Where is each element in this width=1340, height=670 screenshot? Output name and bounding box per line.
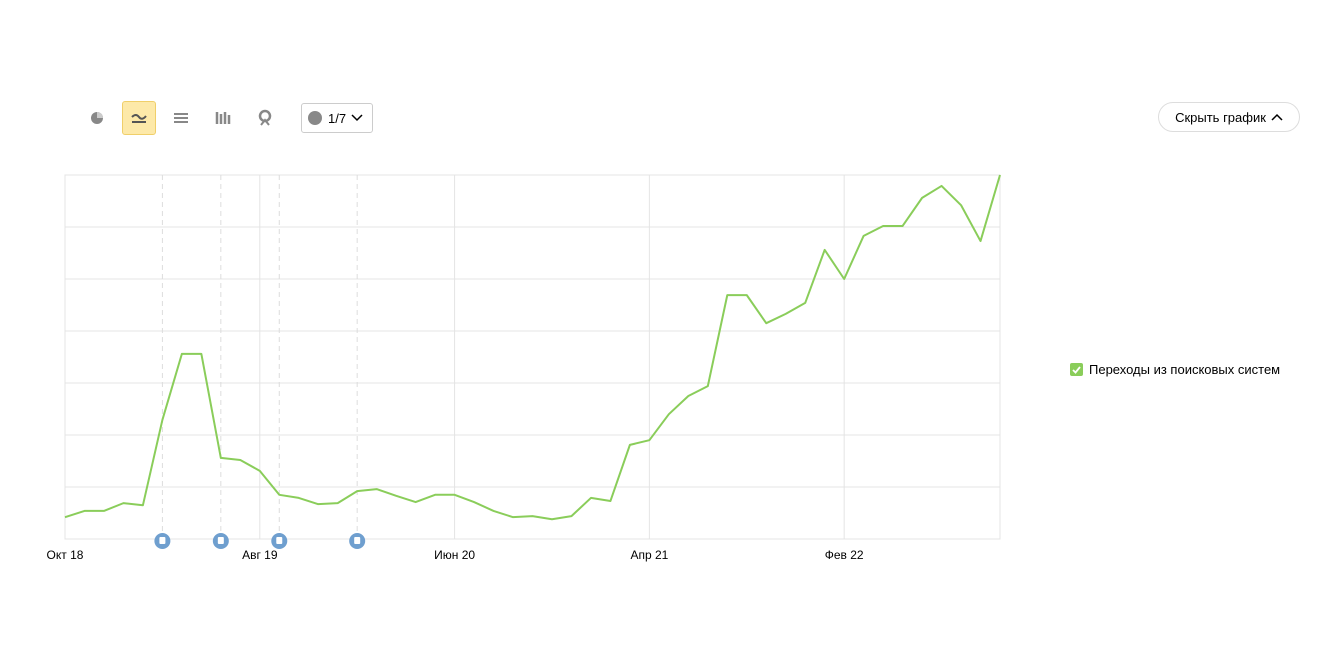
notes-count: 1/7: [328, 110, 347, 126]
button-label: Скрыть график: [1175, 109, 1266, 125]
icon: [215, 112, 231, 124]
x-tick-label: Авг 19: [242, 548, 278, 562]
annotation-marker[interactable]: [271, 533, 288, 549]
hide-chart-button[interactable]: Скрыть график: [1158, 102, 1300, 132]
x-tick-label: Июн 20: [434, 548, 475, 562]
annotation-icon: [217, 537, 224, 544]
annotation-pin: [212, 533, 229, 549]
bar-chart-button[interactable]: [206, 101, 240, 135]
icon: [1072, 365, 1081, 374]
icon: [258, 109, 272, 126]
x-tick-label: Апр 21: [630, 548, 668, 562]
notes-dropdown[interactable]: 1/7: [301, 103, 373, 133]
x-tick-label: Окт 18: [47, 548, 84, 562]
legend-checkbox[interactable]: [1070, 363, 1083, 376]
icon: [174, 113, 188, 123]
line-chart-button[interactable]: [122, 101, 156, 135]
icon: [1271, 113, 1283, 121]
annotation-icon: [276, 537, 283, 544]
annotation-marker[interactable]: [154, 533, 171, 549]
icon: [351, 114, 363, 122]
pie-chart-button[interactable]: [80, 101, 114, 135]
annotation-marker[interactable]: [349, 533, 366, 549]
icon: [91, 112, 103, 124]
plot-frame: [64, 174, 1001, 540]
legend-label: Переходы из поисковых систем: [1089, 362, 1281, 377]
icon: [308, 111, 322, 125]
annotation-icon: [354, 537, 361, 544]
map-button[interactable]: [248, 101, 282, 135]
annotation-icon: [159, 537, 166, 544]
area-chart-button[interactable]: [164, 101, 198, 135]
icon: [131, 114, 147, 123]
annotation-pin: [154, 533, 171, 549]
legend-item[interactable]: Переходы из поисковых систем: [1070, 362, 1280, 377]
x-tick-label: Фев 22: [825, 548, 864, 562]
annotation-pin: [349, 533, 366, 549]
data-line: [64, 174, 1001, 521]
annotation-pin: [271, 533, 288, 549]
annotation-marker[interactable]: [212, 533, 229, 549]
